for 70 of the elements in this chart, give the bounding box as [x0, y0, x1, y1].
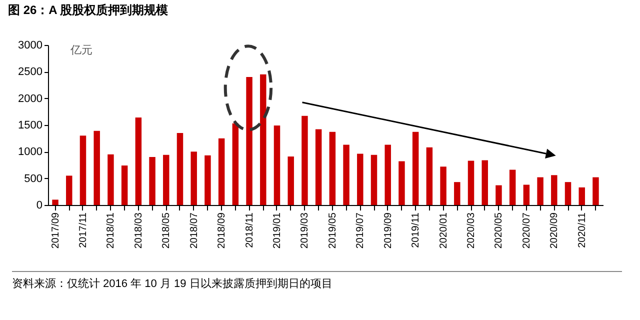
chart-title: 图 26：A 股股权质押到期规模 — [8, 3, 168, 17]
bar — [135, 118, 142, 205]
x-tick-label: 2019/01 — [272, 212, 283, 249]
y-tick-label: 1500 — [18, 120, 42, 132]
bar — [357, 154, 364, 205]
x-tick-label: 2018/01 — [106, 212, 117, 249]
bar — [343, 144, 350, 205]
bar — [509, 170, 516, 205]
bar — [176, 133, 184, 205]
y-tick-label: 2500 — [18, 66, 42, 78]
bar — [592, 177, 599, 205]
bar — [288, 156, 294, 205]
bar — [204, 155, 211, 205]
x-tick-label: 2018/09 — [216, 212, 228, 249]
x-tick-label: 2017/09 — [50, 212, 62, 249]
y-tick-label: 3000 — [18, 40, 42, 52]
bar — [190, 152, 197, 205]
bar — [246, 77, 252, 205]
bar — [454, 182, 460, 205]
bar — [232, 123, 239, 205]
x-tick-label: 2020/09 — [549, 212, 560, 249]
x-tick-label: 2018/03 — [133, 212, 144, 249]
x-tick-label: 2020/01 — [438, 212, 450, 249]
bar — [551, 175, 558, 205]
y-axis-title: 亿元 — [70, 44, 92, 56]
y-tick-label: 0 — [36, 200, 42, 212]
x-tick-label: 2020/11 — [576, 212, 588, 248]
x-tick-label: 2017/11 — [78, 212, 89, 248]
bar — [329, 132, 336, 205]
bar — [218, 138, 225, 205]
x-tick-label: 2020/03 — [466, 212, 478, 249]
x-tick-label: 2019/05 — [327, 212, 338, 249]
bar — [564, 182, 572, 205]
bar — [315, 129, 322, 205]
y-tick-label: 1000 — [18, 146, 42, 158]
bar — [412, 132, 419, 205]
bar — [66, 176, 72, 205]
x-tick-label: 2018/05 — [161, 212, 172, 249]
bar — [398, 161, 405, 205]
bar — [440, 166, 446, 205]
bar — [108, 154, 114, 205]
x-tick-label: 2019/07 — [355, 212, 366, 249]
x-tick-label: 2018/11 — [244, 212, 256, 248]
x-tick-label: 2019/09 — [382, 212, 394, 249]
x-tick-label: 2019/03 — [300, 212, 311, 249]
bar — [94, 130, 100, 205]
bar — [370, 154, 378, 205]
y-tick-label: 500 — [24, 172, 42, 185]
bar — [121, 166, 128, 205]
bar — [468, 160, 474, 205]
bar — [426, 147, 433, 205]
bar — [482, 160, 488, 205]
bar — [149, 157, 156, 205]
bar — [274, 126, 280, 205]
x-tick-label: 2019/11 — [410, 212, 422, 248]
bar — [384, 144, 391, 205]
text: 资料来源：仅统计 2016 年 10 月 19 日以来披露质押到期日的项目 — [12, 271, 622, 291]
bar — [80, 136, 86, 205]
bar — [302, 116, 308, 205]
bar — [163, 154, 170, 205]
x-tick-label: 2020/05 — [494, 212, 505, 249]
x-tick-label: 2020/07 — [521, 212, 532, 249]
x-tick-label: 2018/07 — [188, 212, 200, 249]
y-tick-label: 2000 — [18, 92, 42, 105]
bar — [496, 185, 502, 205]
bar — [578, 187, 585, 205]
bar — [537, 177, 544, 205]
bar — [260, 74, 266, 205]
bar — [523, 184, 530, 205]
bar — [52, 200, 58, 205]
